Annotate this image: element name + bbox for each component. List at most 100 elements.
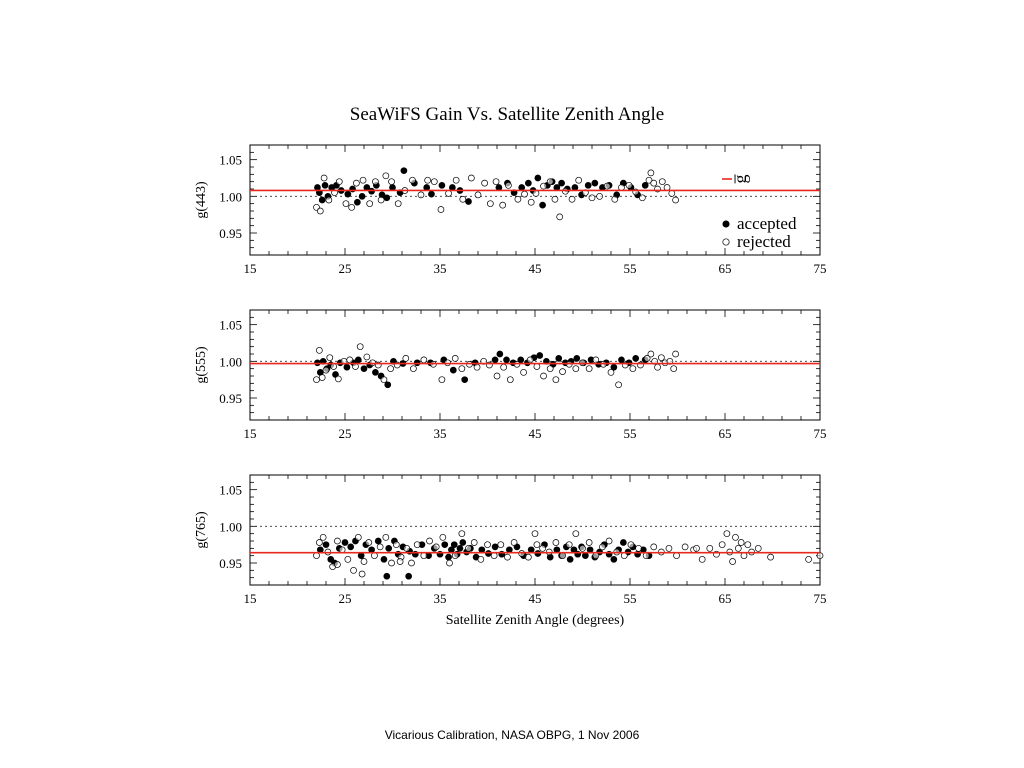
- rejected-point: [330, 363, 337, 370]
- rejected-point: [647, 169, 655, 177]
- x-tick-label: 65: [719, 591, 732, 606]
- rejected-point: [723, 530, 731, 538]
- accepted-point: [357, 552, 365, 560]
- slide-footer: Vicarious Calibration, NASA OBPG, 1 Nov …: [384, 728, 640, 742]
- accepted-point: [450, 541, 458, 549]
- rejected-point: [643, 355, 651, 362]
- rejected-point: [588, 194, 596, 202]
- rejected-point: [392, 541, 400, 549]
- accepted-point: [618, 356, 625, 364]
- accepted-point: [465, 198, 472, 205]
- x-tick-label: 75: [814, 426, 827, 441]
- rejected-point: [533, 541, 541, 549]
- rejected-point: [342, 200, 350, 208]
- rejected-point: [642, 552, 650, 560]
- rejected-point: [325, 196, 333, 204]
- accepted-point: [449, 366, 457, 374]
- rejected-point: [473, 363, 481, 371]
- x-tick-label: 35: [434, 591, 447, 606]
- legend-rejected-marker: [722, 238, 730, 246]
- rejected-point: [539, 544, 546, 552]
- rejected-point: [607, 368, 615, 376]
- rejected-point: [565, 541, 573, 549]
- series-accepted: [314, 167, 649, 209]
- accepted-point: [586, 546, 594, 554]
- rejected-point: [490, 552, 498, 560]
- legend-rejected-label: rejected: [737, 232, 791, 251]
- accepted-point: [358, 192, 366, 200]
- rejected-point: [552, 376, 560, 384]
- rejected-point: [446, 559, 453, 567]
- rejected-point: [353, 179, 360, 187]
- accepted-point: [383, 194, 391, 202]
- accepted-point: [566, 555, 574, 563]
- rejected-point: [376, 543, 384, 551]
- rejected-point: [650, 179, 658, 187]
- accepted-point: [322, 541, 330, 549]
- rejected-point: [672, 196, 679, 204]
- x-tick-label: 45: [529, 591, 542, 606]
- x-tick-label: 55: [624, 426, 637, 441]
- rejected-point: [670, 365, 678, 373]
- rejected-point: [335, 375, 342, 383]
- accepted-point: [558, 179, 565, 187]
- rejected-point: [658, 178, 666, 186]
- rejected-point: [458, 530, 466, 538]
- accepted-point: [347, 543, 355, 551]
- accepted-point: [518, 184, 526, 191]
- rejected-point: [546, 178, 554, 186]
- accepted-point: [343, 363, 351, 371]
- rejected-point: [504, 553, 511, 561]
- rejected-point: [316, 539, 323, 546]
- rejected-point: [424, 176, 431, 184]
- rejected-point: [319, 533, 327, 541]
- rejected-point: [551, 195, 559, 203]
- rejected-point: [665, 544, 673, 552]
- rejected-point: [657, 354, 665, 362]
- rejected-point: [484, 541, 491, 549]
- accepted-point: [591, 179, 599, 187]
- accepted-point: [555, 355, 563, 362]
- accepted-point: [503, 356, 510, 364]
- rejected-point: [524, 553, 532, 561]
- accepted-point: [536, 352, 544, 359]
- rejected-point: [629, 365, 637, 373]
- rejected-point: [732, 533, 739, 541]
- legend-accepted-marker: [722, 220, 730, 228]
- rejected-point: [681, 543, 689, 551]
- x-tick-label: 75: [814, 261, 827, 276]
- rejected-point: [744, 541, 752, 549]
- rejected-point: [572, 530, 580, 538]
- rejected-point: [514, 195, 522, 203]
- y-tick-label: 1.05: [219, 318, 242, 333]
- rejected-point: [729, 558, 736, 565]
- rejected-point: [698, 555, 706, 563]
- rejected-point: [382, 533, 390, 541]
- accepted-point: [354, 198, 361, 206]
- rejected-point: [531, 530, 539, 538]
- accepted-point: [438, 181, 446, 189]
- rejected-point: [559, 552, 566, 560]
- rejected-point: [388, 178, 395, 186]
- rejected-point: [540, 182, 547, 190]
- rejected-point: [734, 544, 742, 552]
- rejected-point: [618, 184, 625, 191]
- accepted-point: [581, 552, 589, 560]
- rejected-point: [615, 381, 622, 389]
- rejected-point: [585, 365, 593, 373]
- accepted-point: [316, 546, 324, 554]
- rejected-point: [499, 201, 507, 209]
- y-axis-label: g(555): [194, 346, 209, 384]
- rejected-point: [371, 552, 378, 560]
- rejected-point: [403, 544, 411, 552]
- rejected-point: [458, 365, 466, 373]
- rejected-point: [625, 181, 633, 189]
- x-tick-label: 45: [529, 426, 542, 441]
- rejected-point: [322, 366, 330, 374]
- rejected-point: [506, 376, 514, 384]
- panel-g443: 15 25 35 45 55 65 75 1.05 1.00 0.95 g(443) g̅ accept…: [194, 144, 827, 276]
- rejected-point: [358, 570, 366, 578]
- accepted-point: [527, 546, 535, 554]
- x-axis-label: Satellite Zenith Angle (degrees): [446, 613, 625, 628]
